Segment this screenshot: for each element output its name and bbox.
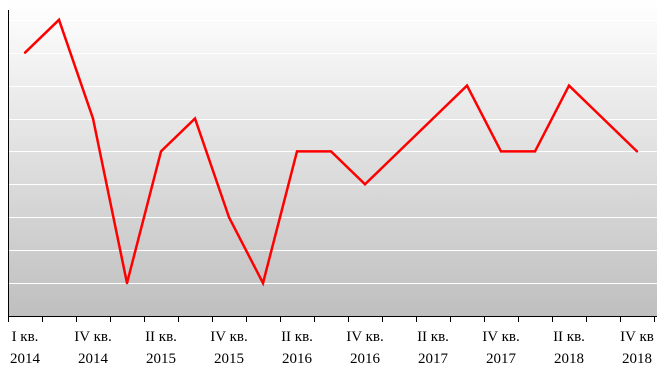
x-tick-label-year: 2018 (554, 351, 584, 367)
data-point (465, 84, 469, 87)
data-point (91, 117, 95, 120)
data-point (125, 281, 129, 285)
x-tick-label-quarter: IV кв (620, 329, 654, 345)
x-tick-label: II кв. 2018 (553, 329, 585, 367)
x-tick-label: IV кв. 2015 (210, 329, 247, 367)
data-point (363, 183, 367, 186)
x-tick-label-quarter: I кв. (12, 329, 39, 345)
data-point (227, 216, 231, 219)
x-tick-label: II кв. 2017 (417, 329, 449, 367)
x-tick-label: I кв. 2014 (10, 329, 41, 367)
x-tick-label-quarter: II кв. (281, 329, 313, 345)
x-tick-label-quarter: II кв. (553, 329, 585, 345)
x-tick-label: IV кв. 2017 (482, 329, 519, 367)
x-tick-label: IV кв. 2014 (74, 329, 111, 367)
x-tick-label-year: 2016 (282, 351, 313, 367)
x-tick-label-year: 2018 (622, 351, 652, 367)
data-point (329, 150, 333, 153)
x-tick-label: IV кв. 2016 (346, 329, 383, 367)
x-tick-label: II кв. 2016 (281, 329, 313, 367)
data-point (601, 117, 605, 120)
data-point (159, 150, 163, 153)
data-point (567, 84, 571, 87)
plot-area-background (8, 0, 657, 316)
data-point (57, 18, 61, 21)
x-tick-label: IV кв 2018 (620, 329, 654, 367)
x-tick-label-year: 2017 (418, 351, 449, 367)
x-tick-label-quarter: IV кв. (74, 329, 111, 345)
data-point (431, 117, 435, 120)
series (23, 17, 639, 287)
data-point (635, 150, 639, 153)
data-point (23, 51, 27, 54)
x-ticks (8, 316, 655, 322)
x-tick-label-year: 2015 (146, 351, 176, 367)
x-tick-label-quarter: IV кв. (346, 329, 383, 345)
x-tick-label-year: 2016 (350, 351, 381, 367)
x-tick-label-quarter: IV кв. (482, 329, 519, 345)
x-tick-label: II кв. 2015 (145, 329, 177, 367)
data-point (261, 281, 265, 285)
x-tick-label-quarter: II кв. (145, 329, 177, 345)
x-tick-label-year: 2017 (486, 351, 517, 367)
x-tick-label-year: 2014 (10, 351, 41, 367)
data-point (499, 150, 503, 153)
data-point (533, 150, 537, 153)
data-point (397, 150, 401, 153)
x-tick-label-quarter: II кв. (417, 329, 449, 345)
data-point (193, 117, 197, 120)
data-point (295, 150, 299, 153)
x-tick-label-quarter: IV кв. (210, 329, 247, 345)
x-tick-label-year: 2015 (214, 351, 244, 367)
x-tick-label-year: 2014 (78, 351, 109, 367)
